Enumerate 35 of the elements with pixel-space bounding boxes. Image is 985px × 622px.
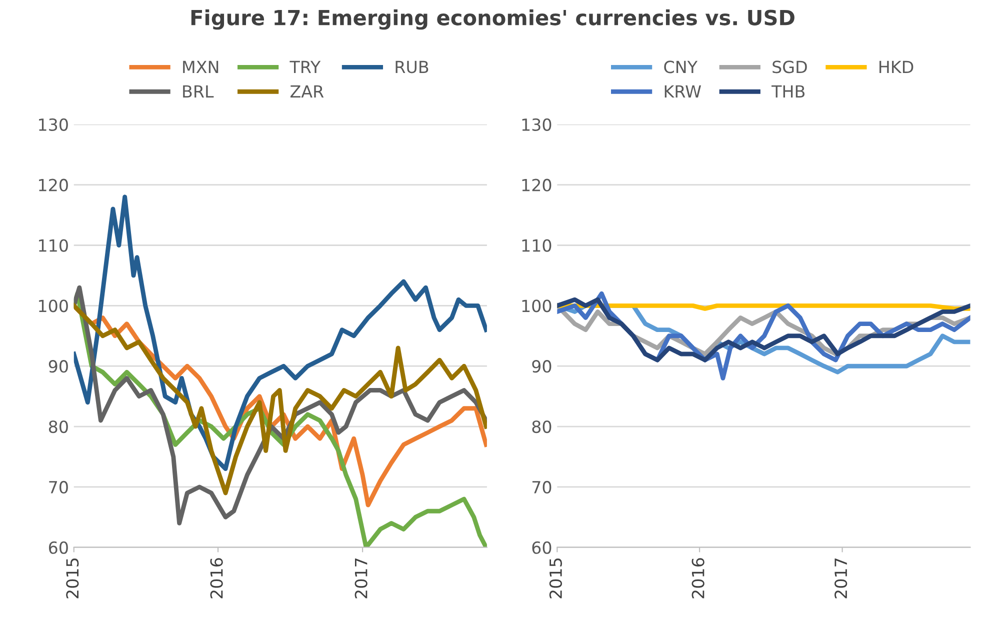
y-tick-label: 130 bbox=[39, 118, 68, 131]
legend-label: KRW bbox=[664, 85, 701, 98]
line-series bbox=[557, 297, 970, 362]
legend-label: CNY bbox=[664, 60, 698, 74]
y-tick-label: 60 bbox=[532, 541, 552, 554]
legend-label: TRY bbox=[290, 60, 321, 74]
y-tick-label: 110 bbox=[522, 239, 552, 252]
x-tick-label: 2017 bbox=[354, 558, 368, 598]
legend-label: SGD bbox=[772, 60, 807, 74]
y-tick-label: 90 bbox=[48, 360, 68, 373]
legend-label: RUB bbox=[396, 60, 428, 74]
line-series bbox=[74, 194, 487, 472]
legend-label: ZAR bbox=[290, 85, 324, 98]
x-tick-label: 2016 bbox=[692, 558, 704, 598]
y-tick-label: 80 bbox=[48, 420, 68, 434]
y-tick-label: 120 bbox=[522, 178, 552, 192]
y-tick-label: 70 bbox=[49, 480, 68, 494]
y-tick-label: 110 bbox=[39, 239, 68, 252]
y-tick-label: 100 bbox=[39, 300, 68, 312]
legend-label: BRL bbox=[183, 85, 214, 98]
y-tick-label: 60 bbox=[48, 541, 68, 554]
legend-label: THB bbox=[771, 85, 805, 98]
y-tick-label: 100 bbox=[522, 300, 552, 312]
y-tick-label: 70 bbox=[532, 480, 552, 494]
y-tick-label: 130 bbox=[522, 118, 552, 131]
x-tick-label: 2015 bbox=[549, 558, 562, 598]
y-tick-label: 120 bbox=[39, 178, 68, 192]
x-tick-label: 2016 bbox=[210, 558, 223, 598]
x-tick-label: 2017 bbox=[834, 558, 848, 598]
y-tick-label: 80 bbox=[532, 420, 552, 434]
x-tick-label: 2015 bbox=[66, 558, 79, 598]
chart-title: Figure 17: Emerging economies' currencies vs. USD bbox=[191, 9, 794, 30]
y-tick-label: 90 bbox=[532, 360, 552, 373]
legend-label: HKD bbox=[880, 60, 914, 74]
legend-label: MXN bbox=[183, 60, 218, 74]
